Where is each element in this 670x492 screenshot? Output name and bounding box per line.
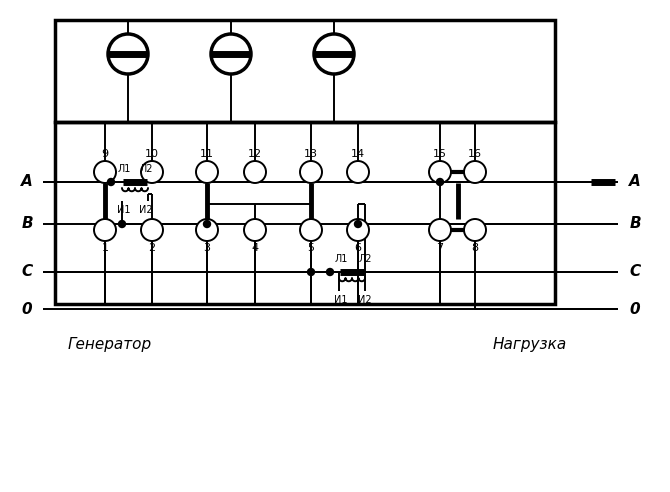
Text: И1: И1 (334, 295, 348, 305)
Circle shape (119, 220, 125, 227)
Circle shape (141, 161, 163, 183)
Text: 0: 0 (21, 302, 32, 316)
Circle shape (244, 161, 266, 183)
Text: Нагрузка: Нагрузка (493, 337, 567, 351)
Circle shape (464, 219, 486, 241)
Circle shape (308, 269, 314, 276)
Text: B: B (629, 216, 641, 232)
Text: 14: 14 (351, 149, 365, 159)
Circle shape (300, 219, 322, 241)
Text: 7: 7 (436, 243, 444, 253)
Circle shape (429, 219, 451, 241)
Text: И1: И1 (117, 205, 131, 215)
Text: 3: 3 (204, 243, 210, 253)
Bar (55, 122, 555, 304)
Text: C: C (629, 265, 641, 279)
Text: Л1: Л1 (117, 164, 131, 174)
Circle shape (211, 34, 251, 74)
Circle shape (141, 219, 163, 241)
Circle shape (300, 161, 322, 183)
Circle shape (347, 219, 369, 241)
Text: 5: 5 (308, 243, 314, 253)
Circle shape (108, 34, 148, 74)
Bar (55, 20, 555, 122)
Text: B: B (21, 216, 33, 232)
Circle shape (314, 34, 354, 74)
Text: A: A (629, 175, 641, 189)
Text: 4: 4 (251, 243, 259, 253)
Text: Генератор: Генератор (68, 337, 152, 351)
Circle shape (107, 179, 115, 185)
Text: Л1: Л1 (334, 254, 348, 264)
Circle shape (354, 220, 362, 227)
Text: 12: 12 (248, 149, 262, 159)
Text: 2: 2 (149, 243, 155, 253)
Text: 9: 9 (101, 149, 109, 159)
Text: И2: И2 (358, 295, 372, 305)
Text: 1: 1 (101, 243, 109, 253)
Text: 8: 8 (472, 243, 478, 253)
Circle shape (204, 220, 210, 227)
Text: 10: 10 (145, 149, 159, 159)
Text: 13: 13 (304, 149, 318, 159)
Text: 15: 15 (433, 149, 447, 159)
Circle shape (436, 179, 444, 185)
Circle shape (326, 269, 334, 276)
Text: 0: 0 (630, 302, 641, 316)
Text: Л2: Л2 (139, 164, 153, 174)
Circle shape (244, 219, 266, 241)
Text: A: A (21, 175, 33, 189)
Text: 16: 16 (468, 149, 482, 159)
Circle shape (94, 161, 116, 183)
Circle shape (94, 219, 116, 241)
Text: C: C (21, 265, 33, 279)
Text: И2: И2 (139, 205, 153, 215)
Text: 6: 6 (354, 243, 362, 253)
Circle shape (196, 219, 218, 241)
Circle shape (429, 161, 451, 183)
Text: Л2: Л2 (358, 254, 372, 264)
Circle shape (347, 161, 369, 183)
Circle shape (464, 161, 486, 183)
Text: 11: 11 (200, 149, 214, 159)
Circle shape (196, 161, 218, 183)
